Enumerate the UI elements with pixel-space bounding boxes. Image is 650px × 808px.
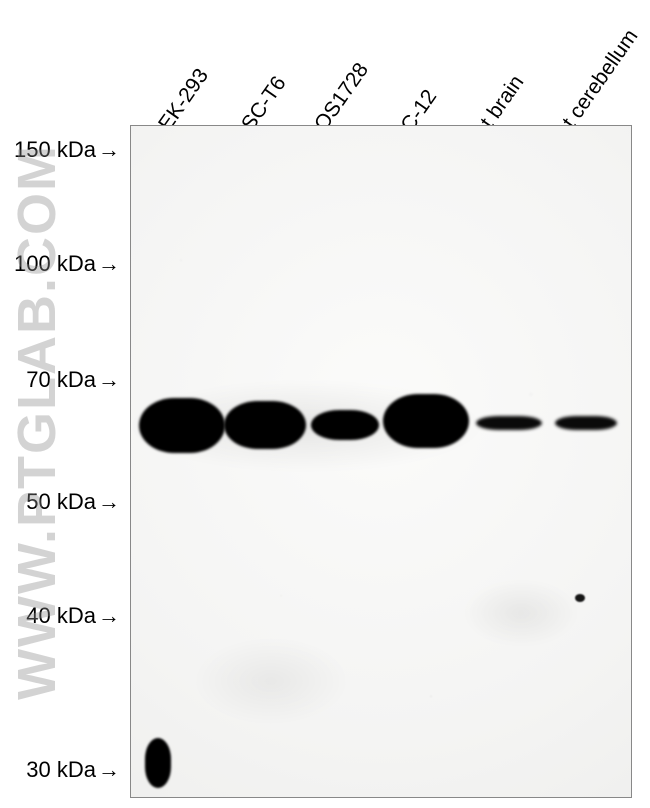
mw-marker: 70 kDa→ xyxy=(0,367,120,393)
blot-membrane xyxy=(130,125,632,798)
mw-marker: 50 kDa→ xyxy=(0,489,120,515)
arrow-right-icon: → xyxy=(98,137,120,163)
arrow-right-icon: → xyxy=(98,251,120,277)
mw-marker: 30 kDa→ xyxy=(0,757,120,783)
edge-streak xyxy=(145,738,171,788)
arrow-right-icon: → xyxy=(98,367,120,393)
smudge xyxy=(191,636,351,726)
mw-marker-text: 40 kDa xyxy=(26,603,96,628)
mw-marker-text: 30 kDa xyxy=(26,757,96,782)
mw-marker-text: 150 kDa xyxy=(14,137,96,162)
arrow-right-icon: → xyxy=(98,603,120,629)
mw-marker-text: 100 kDa xyxy=(14,251,96,276)
mw-marker: 100 kDa→ xyxy=(0,251,120,277)
mw-marker-text: 50 kDa xyxy=(26,489,96,514)
mw-marker: 150 kDa→ xyxy=(0,137,120,163)
arrow-right-icon: → xyxy=(98,757,120,783)
band-ratcerebellum xyxy=(555,416,617,430)
band-ratbrain xyxy=(476,416,542,430)
smudge xyxy=(461,578,581,648)
arrow-right-icon: → xyxy=(98,489,120,515)
mw-marker: 40 kDa→ xyxy=(0,603,120,629)
band-halo xyxy=(131,381,481,471)
western-blot-figure: HEK-293 HSC-T6 ROS1728 PC-12 rat brain r… xyxy=(0,0,650,808)
mw-marker-text: 70 kDa xyxy=(26,367,96,392)
